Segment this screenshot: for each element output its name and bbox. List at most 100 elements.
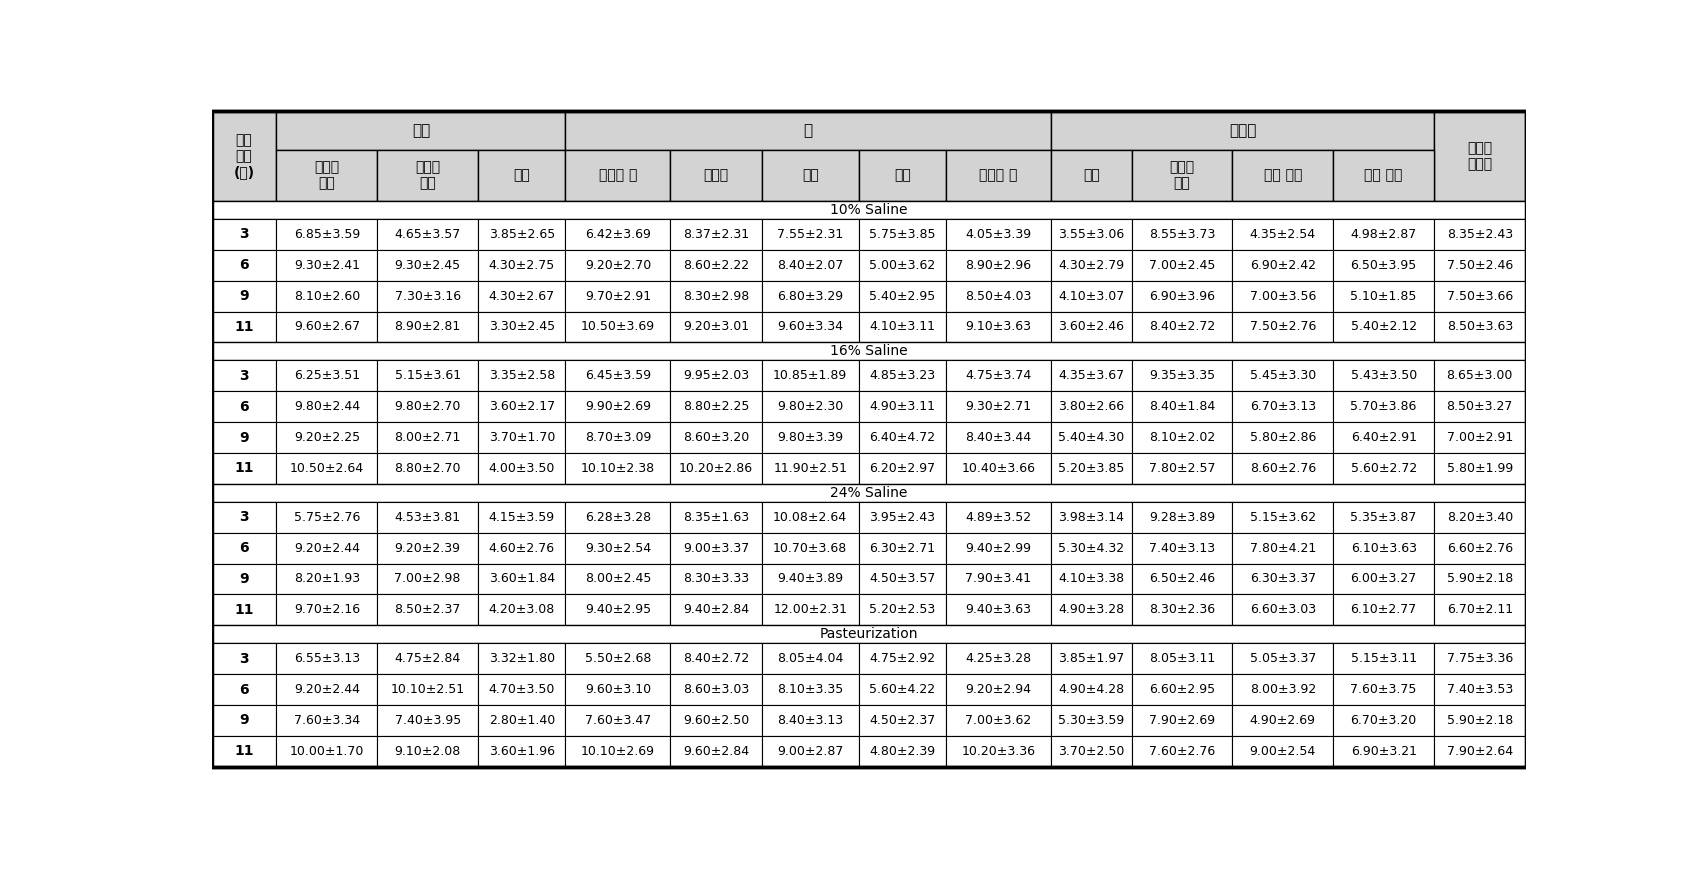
Bar <box>1132 594 1232 626</box>
Text: 10.00±1.70: 10.00±1.70 <box>290 745 364 758</box>
Text: 6: 6 <box>239 682 249 697</box>
Bar <box>566 281 670 312</box>
Bar <box>1334 502 1434 533</box>
Bar <box>1051 391 1132 422</box>
Text: 10.50±3.69: 10.50±3.69 <box>581 321 654 334</box>
Text: 7.00±2.91: 7.00±2.91 <box>1446 431 1514 444</box>
Bar <box>670 422 761 453</box>
Bar <box>1434 111 1526 201</box>
Text: 6.70±3.13: 6.70±3.13 <box>1249 401 1315 413</box>
Text: 11: 11 <box>234 744 254 759</box>
Bar <box>478 502 566 533</box>
Bar <box>1434 643 1526 674</box>
Text: 5.80±1.99: 5.80±1.99 <box>1446 462 1514 475</box>
Text: 3.32±1.80: 3.32±1.80 <box>488 653 554 665</box>
Bar <box>946 219 1051 249</box>
Text: 짠맛: 짠맛 <box>802 169 819 182</box>
Bar <box>276 281 378 312</box>
Text: 9.80±2.30: 9.80±2.30 <box>776 401 844 413</box>
Bar <box>478 219 566 249</box>
Text: 3.55±3.06: 3.55±3.06 <box>1058 228 1124 241</box>
Bar <box>1334 149 1434 201</box>
Text: 8.50±4.03: 8.50±4.03 <box>964 289 1032 302</box>
Text: 4.90±4.28: 4.90±4.28 <box>1058 683 1124 696</box>
Text: 6.45±3.59: 6.45±3.59 <box>585 369 651 382</box>
Text: 9.28±3.89: 9.28±3.89 <box>1149 511 1215 524</box>
Bar <box>478 533 566 564</box>
Text: 4.70±3.50: 4.70±3.50 <box>488 683 554 696</box>
Bar <box>761 502 859 533</box>
Bar <box>1232 564 1334 594</box>
Text: 과숙된 맛: 과숙된 맛 <box>980 169 1017 182</box>
Bar <box>1051 219 1132 249</box>
Bar <box>1434 312 1526 342</box>
Text: 9.00±2.87: 9.00±2.87 <box>776 745 844 758</box>
Bar <box>670 453 761 484</box>
Text: 이미: 이미 <box>1083 169 1100 182</box>
Text: 8.35±2.43: 8.35±2.43 <box>1448 228 1514 241</box>
Text: 7.60±3.75: 7.60±3.75 <box>1351 683 1417 696</box>
Text: 10.20±3.36: 10.20±3.36 <box>961 745 1036 758</box>
Text: 7.00±2.98: 7.00±2.98 <box>395 573 461 586</box>
Text: 5.90±2.18: 5.90±2.18 <box>1446 573 1514 586</box>
Bar <box>1132 312 1232 342</box>
Bar <box>276 391 378 422</box>
Text: 5.35±3.87: 5.35±3.87 <box>1351 511 1417 524</box>
Text: 8.70±3.09: 8.70±3.09 <box>585 431 651 444</box>
Bar <box>761 643 859 674</box>
Bar <box>212 342 1526 361</box>
Bar <box>276 453 378 484</box>
Bar <box>378 674 478 705</box>
Text: 5.60±2.72: 5.60±2.72 <box>1351 462 1417 475</box>
Bar <box>276 312 378 342</box>
Text: 7.90±2.69: 7.90±2.69 <box>1149 714 1215 727</box>
Bar <box>378 281 478 312</box>
Bar <box>276 219 378 249</box>
Text: 6.30±3.37: 6.30±3.37 <box>1249 573 1315 586</box>
Bar <box>1051 594 1132 626</box>
Text: 5.30±3.59: 5.30±3.59 <box>1058 714 1124 727</box>
Text: 9.40±3.89: 9.40±3.89 <box>776 573 842 586</box>
Bar <box>761 361 859 391</box>
Text: 3.60±1.84: 3.60±1.84 <box>488 573 554 586</box>
Bar <box>478 391 566 422</box>
Bar <box>1434 249 1526 281</box>
Text: 11: 11 <box>234 603 254 617</box>
Text: 8.20±3.40: 8.20±3.40 <box>1446 511 1514 524</box>
Bar <box>1232 674 1334 705</box>
Text: 7.60±2.76: 7.60±2.76 <box>1149 745 1215 758</box>
Bar <box>1232 219 1334 249</box>
Text: 8.05±3.11: 8.05±3.11 <box>1149 653 1215 665</box>
Bar <box>859 705 946 736</box>
Text: 6.85±3.59: 6.85±3.59 <box>293 228 359 241</box>
Text: 9.20±2.39: 9.20±2.39 <box>395 541 461 554</box>
Bar <box>378 736 478 766</box>
Text: 괴숙된
냄새: 괴숙된 냄새 <box>415 160 441 190</box>
Bar <box>212 594 276 626</box>
Bar <box>1132 502 1232 533</box>
Text: 9.20±2.44: 9.20±2.44 <box>293 683 359 696</box>
Text: 5.60±4.22: 5.60±4.22 <box>870 683 936 696</box>
Bar <box>212 626 1526 643</box>
Text: 8.50±2.37: 8.50±2.37 <box>395 603 461 616</box>
Bar <box>378 149 478 201</box>
Text: 3: 3 <box>239 652 249 666</box>
Text: 10.10±2.51: 10.10±2.51 <box>390 683 464 696</box>
Text: 8.60±3.20: 8.60±3.20 <box>683 431 749 444</box>
Text: 5.40±4.30: 5.40±4.30 <box>1058 431 1124 444</box>
Bar <box>761 391 859 422</box>
Bar <box>859 361 946 391</box>
Text: 4.50±2.37: 4.50±2.37 <box>870 714 936 727</box>
Text: 6.25±3.51: 6.25±3.51 <box>293 369 359 382</box>
Bar <box>378 453 478 484</box>
Bar <box>276 361 378 391</box>
Bar <box>670 391 761 422</box>
Text: 8.40±3.13: 8.40±3.13 <box>776 714 842 727</box>
Bar <box>859 149 946 201</box>
Text: 6.00±3.27: 6.00±3.27 <box>1351 573 1417 586</box>
Bar <box>276 149 378 201</box>
Text: 5.30±4.32: 5.30±4.32 <box>1058 541 1124 554</box>
Text: 4.53±3.81: 4.53±3.81 <box>395 511 461 524</box>
Text: 6.10±3.63: 6.10±3.63 <box>1351 541 1417 554</box>
Bar <box>670 705 761 736</box>
